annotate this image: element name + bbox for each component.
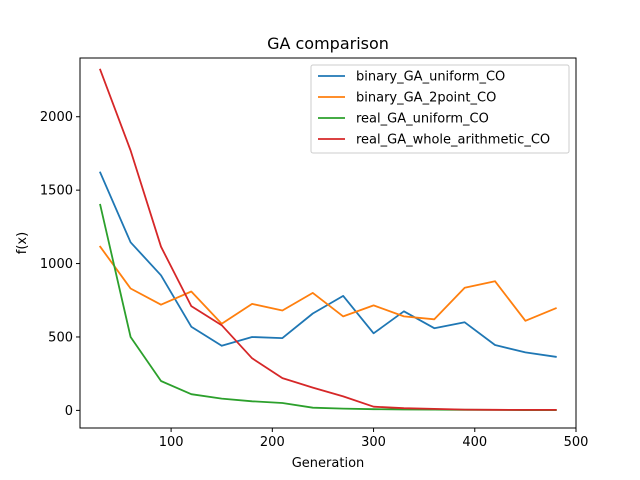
y-tick-label: 500 (48, 330, 73, 345)
series-line-1 (98, 245, 557, 325)
y-axis-title: f(x) (15, 232, 30, 254)
x-tick-label: 300 (361, 435, 386, 450)
legend-label-1: binary_GA_2point_CO (356, 91, 496, 106)
plot-area-frame (79, 57, 577, 429)
series-lines (98, 68, 557, 412)
y-tick-label: 1000 (40, 257, 73, 272)
legend-label-0: binary_GA_uniform_CO (356, 70, 505, 85)
legend-label-2: real_GA_uniform_CO (356, 112, 489, 127)
x-axis-title: Generation (292, 456, 365, 471)
legend-label-3: real_GA_whole_arithmetic_CO (356, 133, 550, 148)
y-tick-label: 2000 (40, 110, 73, 125)
legend: binary_GA_uniform_CO binary_GA_2point_COr… (310, 64, 570, 154)
series-line-2 (99, 203, 557, 412)
series-line-0 (99, 171, 557, 358)
x-tick-label: 100 (159, 435, 184, 450)
y-axis: 0 500 1000 1500 2000 (40, 110, 80, 419)
x-tick-label: 500 (564, 435, 589, 450)
chart-title: GA comparison (267, 34, 389, 53)
series-line-3 (99, 68, 557, 411)
y-tick-label: 0 (65, 404, 73, 419)
x-axis: 100 200 300 400 500 (159, 428, 589, 450)
legend-box (310, 64, 570, 154)
x-tick-label: 400 (462, 435, 487, 450)
y-tick-label: 1500 (40, 184, 73, 199)
x-tick-label: 200 (260, 435, 285, 450)
